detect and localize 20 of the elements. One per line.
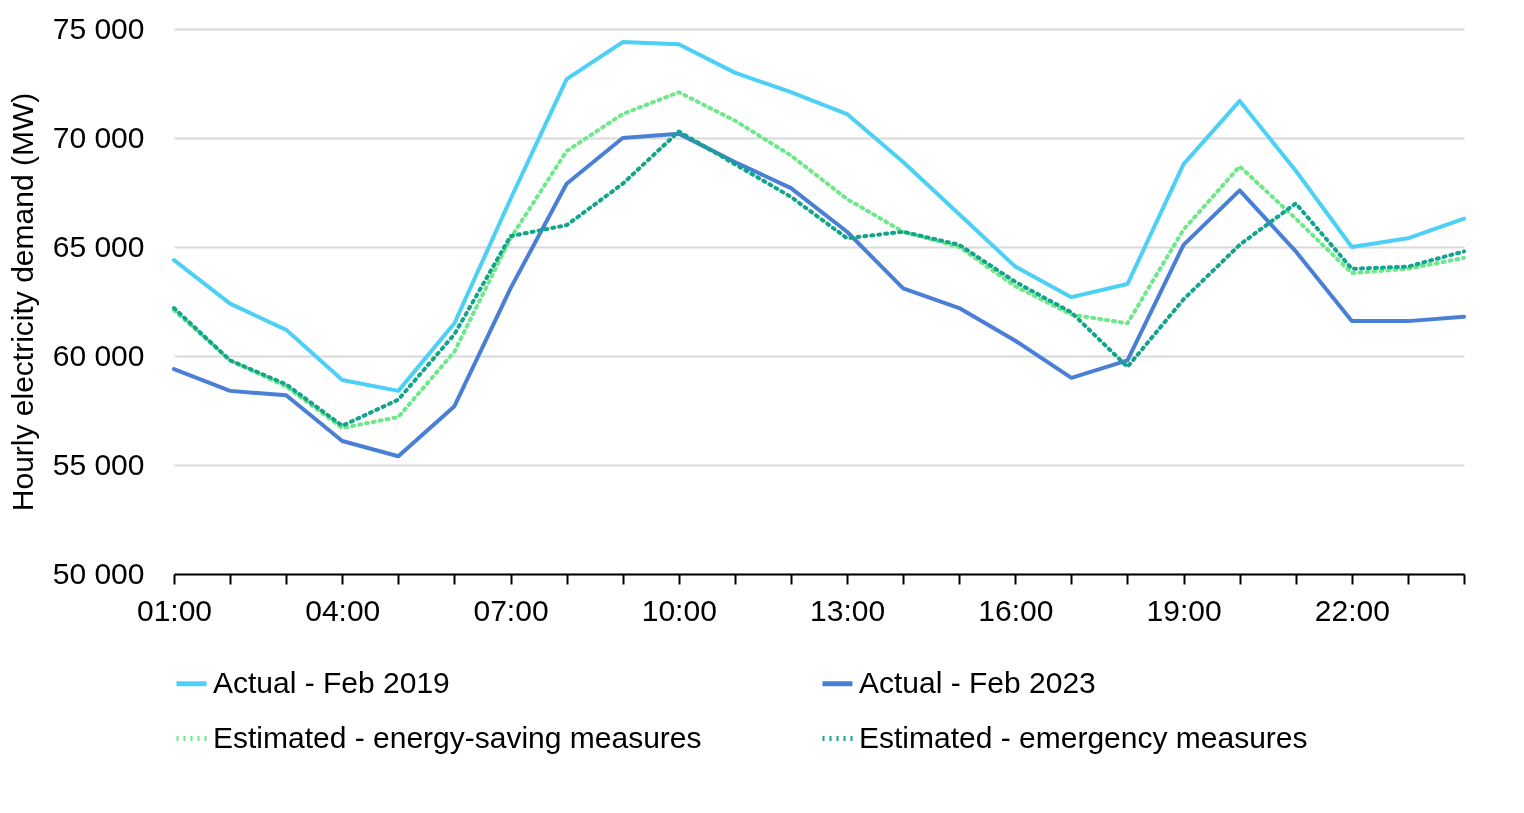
x-tick-label: 04:00 bbox=[305, 593, 381, 627]
line-series bbox=[172, 40, 1466, 393]
x-tick-label: 01:00 bbox=[136, 593, 213, 627]
x-tick-label: 22:00 bbox=[1314, 593, 1390, 627]
legend-label: Estimated - energy-saving measures bbox=[213, 720, 702, 754]
y-tick-label: 60 000 bbox=[52, 338, 145, 372]
x-tick-label: 10:00 bbox=[641, 593, 717, 627]
y-tick-label: 75 000 bbox=[52, 11, 145, 45]
y-tick-label: 50 000 bbox=[52, 556, 145, 590]
y-tick-label: 70 000 bbox=[52, 120, 145, 154]
x-tick-label: 19:00 bbox=[1146, 593, 1222, 627]
legend-label: Actual - Feb 2019 bbox=[213, 665, 450, 699]
y-tick-label: 65 000 bbox=[52, 229, 145, 263]
x-tick-label: 07:00 bbox=[473, 593, 549, 627]
x-tick-label: 16:00 bbox=[978, 593, 1054, 627]
y-axis-title: Hourly electricity demand (MW) bbox=[5, 92, 39, 512]
legend-label: Actual - Feb 2023 bbox=[859, 665, 1096, 699]
x-tick-label: 13:00 bbox=[810, 593, 886, 627]
y-tick-label: 55 000 bbox=[52, 447, 145, 481]
legend-label: Estimated - emergency measures bbox=[859, 720, 1308, 754]
